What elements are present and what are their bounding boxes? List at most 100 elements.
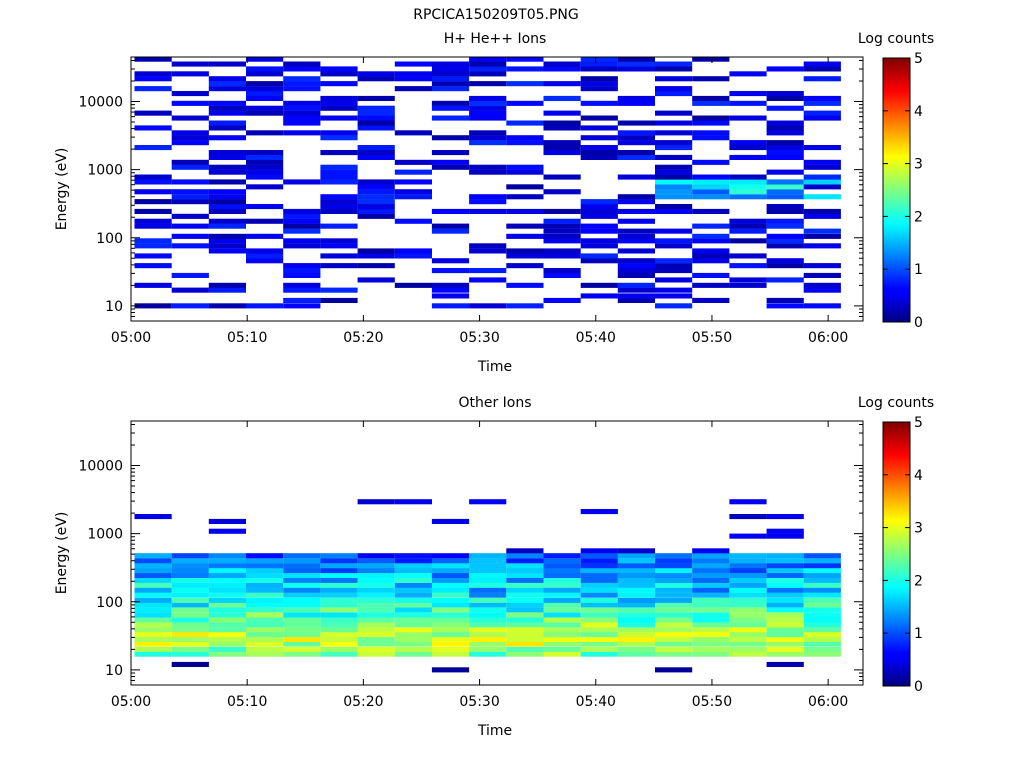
heatmap-cell [171,140,209,146]
heatmap-cell [320,243,358,249]
heatmap-cell [208,651,246,657]
heatmap-cell [617,272,655,278]
heatmap-cell [134,627,172,633]
heatmap-cell [729,71,767,77]
heatmap-cell [469,95,507,101]
heatmap-cell [729,558,767,564]
heatmap-cell [357,597,395,603]
heatmap-cell [580,238,618,244]
heatmap-cell [431,115,470,121]
x-tick-label: 05:50 [692,330,732,346]
heatmap-cell [431,627,470,633]
heatmap-cell [692,553,730,559]
heatmap-cell [617,572,655,578]
heatmap-cell [469,499,507,505]
heatmap-cell [543,553,581,559]
heatmap-cell [171,213,209,219]
heatmap-cell [469,592,507,598]
heatmap-cell [283,651,321,657]
heatmap-cell [171,646,209,652]
x-tick-label: 05:40 [576,694,616,710]
heatmap-cell [543,627,581,633]
heatmap-cell [283,617,321,623]
heatmap-cell [357,154,395,160]
heatmap-cell [134,253,172,259]
heatmap-cell [469,646,507,652]
heatmap-cell [617,646,655,652]
heatmap-cell [134,632,172,638]
heatmap-cell [320,602,358,608]
heatmap-cell [617,263,655,269]
heatmap-cell [431,282,470,288]
heatmap-cell [171,577,209,583]
heatmap-cell [617,208,655,214]
heatmap-cell [803,243,841,249]
heatmap-cell [729,587,767,593]
heatmap-cell [803,646,841,652]
heatmap-cell [431,105,470,111]
heatmap-cell [394,607,432,613]
heatmap-cell [134,179,172,185]
heatmap-cell [134,577,172,583]
heatmap-cell [766,632,804,638]
heatmap-cell [320,607,358,613]
heatmap-cell [469,587,507,593]
heatmap-cell [246,218,284,224]
heatmap-cell [208,248,246,254]
heatmap-cell [320,636,358,642]
heatmap-cell [431,632,470,638]
heatmap-cell [766,154,804,160]
heatmap-cell [469,303,507,309]
heatmap-cell [469,130,507,136]
heatmap-cell [506,303,544,309]
heatmap-cell [283,568,321,574]
heatmap-cell [469,636,507,642]
heatmap-cell [208,572,246,578]
heatmap-cell [208,563,246,569]
heatmap-cell [208,233,246,239]
heatmap-cell [394,632,432,638]
heatmap-cell [320,587,358,593]
heatmap-cell [655,646,693,652]
heatmap-cell [766,204,804,210]
heatmap-cell [134,86,172,92]
heatmap-cell [208,179,246,185]
heatmap-cell [431,612,470,618]
heatmap-cell [506,553,544,559]
heatmap-cell [208,303,246,309]
heatmap-cell [803,164,841,170]
x-tick-label: 05:30 [459,330,499,346]
heatmap-cell [766,258,804,264]
x-tick-label: 06:00 [808,330,848,346]
heatmap-cell [208,76,246,82]
heatmap-cell [320,622,358,628]
heatmap-cell [134,57,172,62]
heatmap-cell [134,189,172,195]
heatmap-cell [766,577,804,583]
heatmap-cell [803,568,841,574]
heatmap-cell [283,61,321,67]
heatmap-cell [469,71,507,77]
heatmap-cell [617,57,655,62]
heatmap-cell [580,622,618,628]
heatmap-cell [134,607,172,613]
heatmap-cell [320,558,358,564]
heatmap-cell [171,199,209,205]
x-tick-label: 05:50 [692,694,732,710]
heatmap-cell [580,293,618,299]
heatmap-cell [543,248,581,254]
heatmap-cell [543,592,581,598]
heatmap-cell [655,140,693,146]
heatmap-cell [766,622,804,628]
y-tick-label: 10 [105,299,123,315]
heatmap-cell [208,135,246,141]
heatmap-cell [506,169,544,175]
heatmap-cell [580,597,618,603]
heatmap-cell [692,189,730,195]
heatmap-cell [766,568,804,574]
heatmap-cell [655,612,693,618]
heatmap-cell [283,110,321,116]
heatmap-cell [208,61,246,67]
heatmap-cell [208,150,246,156]
heatmap-cell [208,199,246,205]
